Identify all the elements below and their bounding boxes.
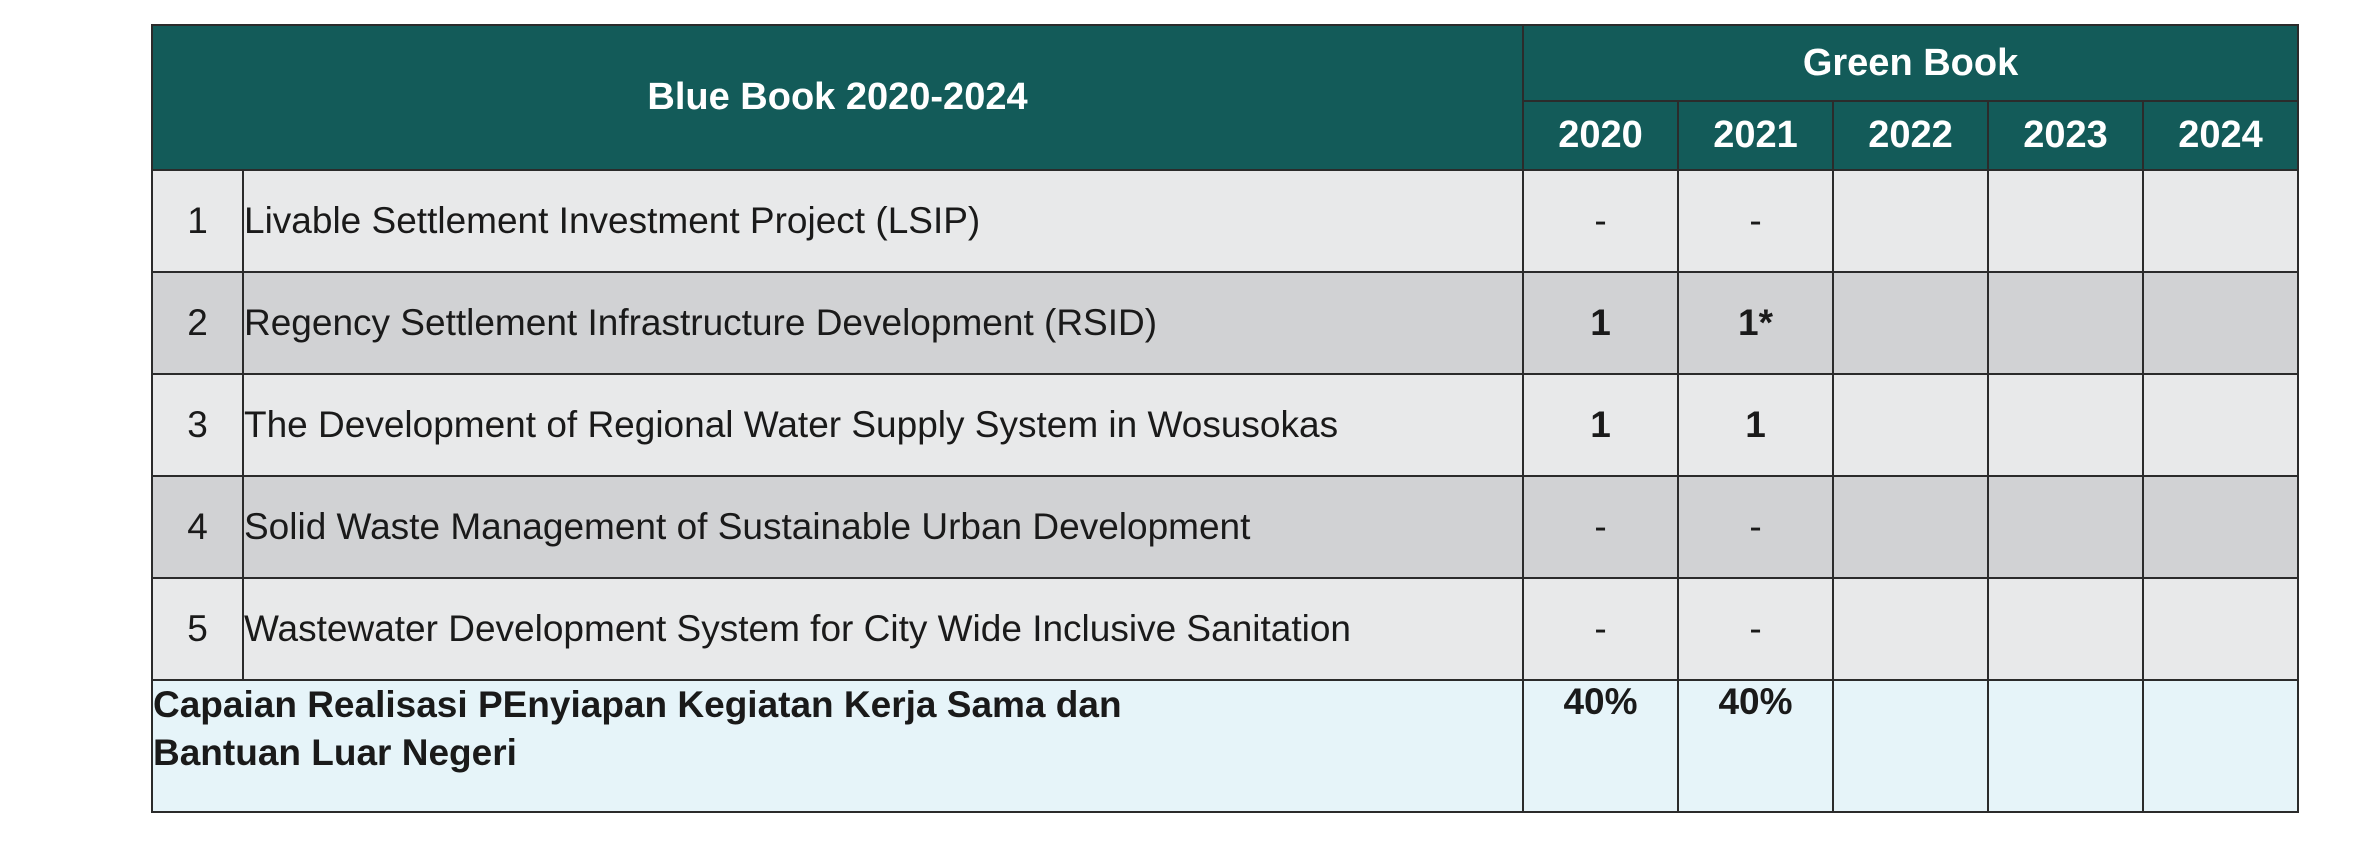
project-name: Regency Settlement Infrastructure Develo…: [242, 271, 1524, 375]
value-2021: 1*: [1677, 271, 1834, 375]
value-2022: [1832, 271, 1989, 375]
green-book-header: Green Book: [1521, 24, 2300, 102]
value-2021: -: [1677, 577, 1834, 681]
value-2022: [1832, 169, 1989, 273]
value-2023: [1987, 169, 2144, 273]
value-2023: [1987, 373, 2144, 477]
value-2022: [1832, 373, 1989, 477]
total-value-2022: [1832, 679, 1989, 813]
project-name: Solid Waste Management of Sustainable Ur…: [242, 475, 1524, 579]
total-value-2021: 40%: [1677, 679, 1834, 813]
table-row: 1 Livable Settlement Investment Project …: [151, 169, 2300, 273]
year-header-2024: 2024: [2141, 100, 2300, 171]
table-row: 4 Solid Waste Management of Sustainable …: [151, 475, 2300, 579]
blue-book-header: Blue Book 2020-2024: [151, 24, 1524, 171]
value-2024: [2141, 373, 2300, 477]
value-2023: [1987, 577, 2144, 681]
value-2022: [1832, 475, 1989, 579]
year-header-2022: 2022: [1832, 100, 1989, 171]
row-number: 2: [151, 271, 244, 375]
total-value-2023: [1987, 679, 2144, 813]
value-2020: 1: [1522, 271, 1679, 375]
total-label-line2: Bantuan Luar Negeri: [153, 732, 517, 773]
table-row: 5 Wastewater Development System for City…: [151, 577, 2300, 681]
value-2023: [1987, 271, 2144, 375]
total-value-2024: [2141, 679, 2300, 813]
table-row: 3 The Development of Regional Water Supp…: [151, 373, 2300, 477]
row-number: 5: [151, 577, 244, 681]
row-number: 4: [151, 475, 244, 579]
value-2024: [2141, 475, 2300, 579]
value-2024: [2141, 169, 2300, 273]
value-2022: [1832, 577, 1989, 681]
table-row: 2 Regency Settlement Infrastructure Deve…: [151, 271, 2300, 375]
project-name: The Development of Regional Water Supply…: [242, 373, 1524, 477]
project-name: Wastewater Development System for City W…: [242, 577, 1524, 681]
value-2020: -: [1522, 577, 1679, 681]
total-label: Capaian Realisasi PEnyiapan Kegiatan Ker…: [151, 679, 1524, 813]
value-2021: 1: [1677, 373, 1834, 477]
value-2023: [1987, 475, 2144, 579]
value-2024: [2141, 271, 2300, 375]
total-value-2020: 40%: [1522, 679, 1679, 813]
value-2021: -: [1677, 475, 1834, 579]
total-label-line1: Capaian Realisasi PEnyiapan Kegiatan Ker…: [153, 684, 1122, 725]
value-2024: [2141, 577, 2300, 681]
year-header-2023: 2023: [1987, 100, 2144, 171]
year-header-2021: 2021: [1677, 100, 1834, 171]
blue-book-table: Blue Book 2020-2024 Green Book 2020 2021…: [151, 24, 2300, 813]
row-number: 1: [151, 169, 244, 273]
value-2020: -: [1522, 169, 1679, 273]
value-2020: -: [1522, 475, 1679, 579]
row-number: 3: [151, 373, 244, 477]
year-header-2020: 2020: [1522, 100, 1679, 171]
value-2020: 1: [1522, 373, 1679, 477]
total-row: Capaian Realisasi PEnyiapan Kegiatan Ker…: [151, 679, 2300, 813]
value-2021: -: [1677, 169, 1834, 273]
project-name: Livable Settlement Investment Project (L…: [242, 169, 1524, 273]
